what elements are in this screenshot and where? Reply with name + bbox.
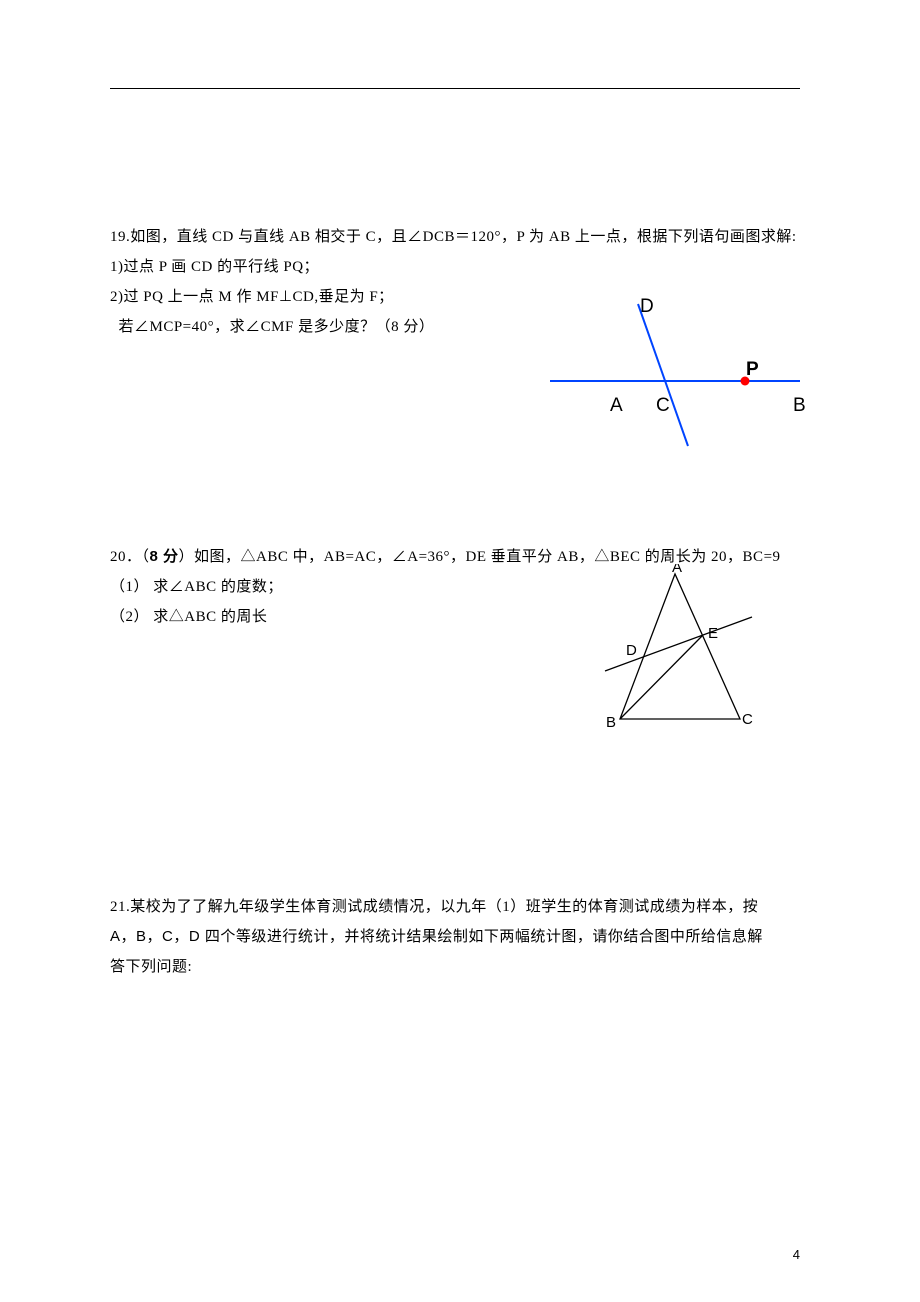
label-c: C <box>656 395 670 416</box>
label-d: D <box>640 296 654 317</box>
question-19: 19.如图，直线 CD 与直线 AB 相交于 C，且∠DCB＝120°，P 为 … <box>110 222 800 342</box>
line-cd <box>638 304 688 446</box>
q20-figure: A B C D E <box>580 564 770 734</box>
label-b: B <box>793 395 806 416</box>
q21-line2-text: A，B，C，D 四个等级进行统计，并将统计结果绘制如下两幅统计图，请你结合图中所… <box>110 928 763 945</box>
question-21: 21.某校为了了解九年级学生体育测试成绩情况，以九年（1）班学生的体育测试成绩为… <box>110 892 800 982</box>
label-b2: B <box>606 714 616 731</box>
label-p: P <box>746 359 759 380</box>
q20-line1a: 20．（ <box>110 549 150 565</box>
page: 19.如图，直线 CD 与直线 AB 相交于 C，且∠DCB＝120°，P 为 … <box>0 0 920 1302</box>
q20-line1b: 8 分 <box>150 548 179 565</box>
q19-figure: A C B D P <box>540 286 820 456</box>
content: 19.如图，直线 CD 与直线 AB 相交于 C，且∠DCB＝120°，P 为 … <box>110 222 800 982</box>
q19-line1: 19.如图，直线 CD 与直线 AB 相交于 C，且∠DCB＝120°，P 为 … <box>110 222 800 252</box>
label-c2: C <box>742 711 753 728</box>
label-a: A <box>610 395 623 416</box>
top-rule <box>110 88 800 89</box>
question-20: 20．（8 分）如图，△ABC 中，AB=AC，∠A=36°，DE 垂直平分 A… <box>110 542 800 632</box>
label-e2: E <box>708 625 718 642</box>
label-a2: A <box>672 564 682 576</box>
q21-line3: 答下列问题: <box>110 952 800 982</box>
q21-line2: A，B，C，D 四个等级进行统计，并将统计结果绘制如下两幅统计图，请你结合图中所… <box>110 922 800 952</box>
page-number: 4 <box>793 1247 800 1262</box>
label-d2: D <box>626 642 637 659</box>
triangle-abc <box>620 574 740 719</box>
q19-line2: 1)过点 P 画 CD 的平行线 PQ； <box>110 252 800 282</box>
q21-line1: 21.某校为了了解九年级学生体育测试成绩情况，以九年（1）班学生的体育测试成绩为… <box>110 892 800 922</box>
q20-line1c: ）如图，△ABC 中，AB=AC，∠A=36°，DE 垂直平分 AB，△BEC … <box>179 549 781 565</box>
